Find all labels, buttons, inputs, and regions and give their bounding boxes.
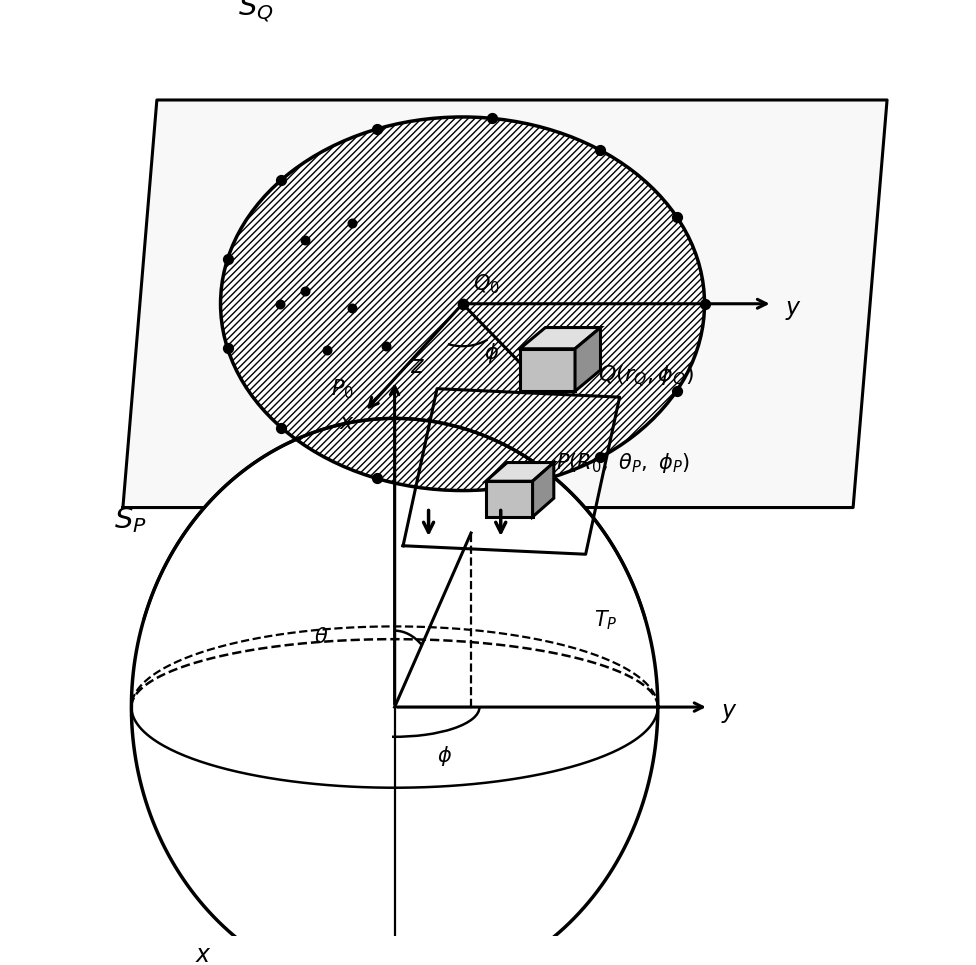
- Text: $\phi$: $\phi$: [484, 341, 499, 365]
- Text: $\theta$: $\theta$: [314, 627, 328, 648]
- Polygon shape: [520, 348, 575, 391]
- Text: $S_P$: $S_P$: [114, 505, 147, 535]
- Point: [319, 343, 335, 358]
- Polygon shape: [575, 327, 600, 391]
- Point: [518, 362, 534, 377]
- Text: $y$: $y$: [721, 702, 738, 725]
- Text: $Q(r_Q,\phi_Q)$: $Q(r_Q,\phi_Q)$: [598, 364, 694, 390]
- Text: $z$: $z$: [410, 354, 425, 378]
- Text: $S_Q$: $S_Q$: [237, 0, 273, 24]
- Polygon shape: [144, 419, 645, 686]
- Text: $Q_0$: $Q_0$: [472, 272, 500, 296]
- Point: [471, 67, 487, 82]
- Polygon shape: [533, 462, 553, 517]
- Ellipse shape: [221, 117, 705, 490]
- Text: $x$: $x$: [340, 413, 355, 432]
- Text: $T_P$: $T_P$: [594, 608, 618, 632]
- Polygon shape: [486, 482, 533, 517]
- Point: [220, 341, 235, 356]
- Point: [220, 251, 235, 266]
- Point: [273, 420, 289, 435]
- Point: [345, 215, 360, 231]
- Point: [298, 284, 313, 299]
- Point: [484, 482, 500, 497]
- Polygon shape: [123, 100, 887, 508]
- Point: [273, 172, 289, 187]
- Point: [345, 300, 360, 316]
- Point: [669, 209, 684, 225]
- Point: [484, 111, 500, 126]
- Text: $x$: $x$: [195, 943, 212, 965]
- Text: $P_0$: $P_0$: [331, 377, 354, 401]
- Polygon shape: [520, 327, 600, 348]
- Point: [697, 296, 712, 312]
- Text: $y$: $y$: [785, 298, 802, 321]
- Point: [379, 339, 394, 354]
- Point: [298, 233, 313, 248]
- Text: $\phi$: $\phi$: [437, 744, 452, 768]
- Point: [455, 296, 470, 312]
- Point: [369, 122, 385, 137]
- Point: [272, 296, 288, 312]
- Point: [369, 471, 385, 486]
- Text: $P(R_0,\ \theta_P,\ \phi_P)$: $P(R_0,\ \theta_P,\ \phi_P)$: [556, 452, 690, 476]
- Point: [592, 450, 608, 465]
- Point: [592, 142, 608, 157]
- Point: [669, 383, 684, 399]
- Polygon shape: [486, 462, 553, 482]
